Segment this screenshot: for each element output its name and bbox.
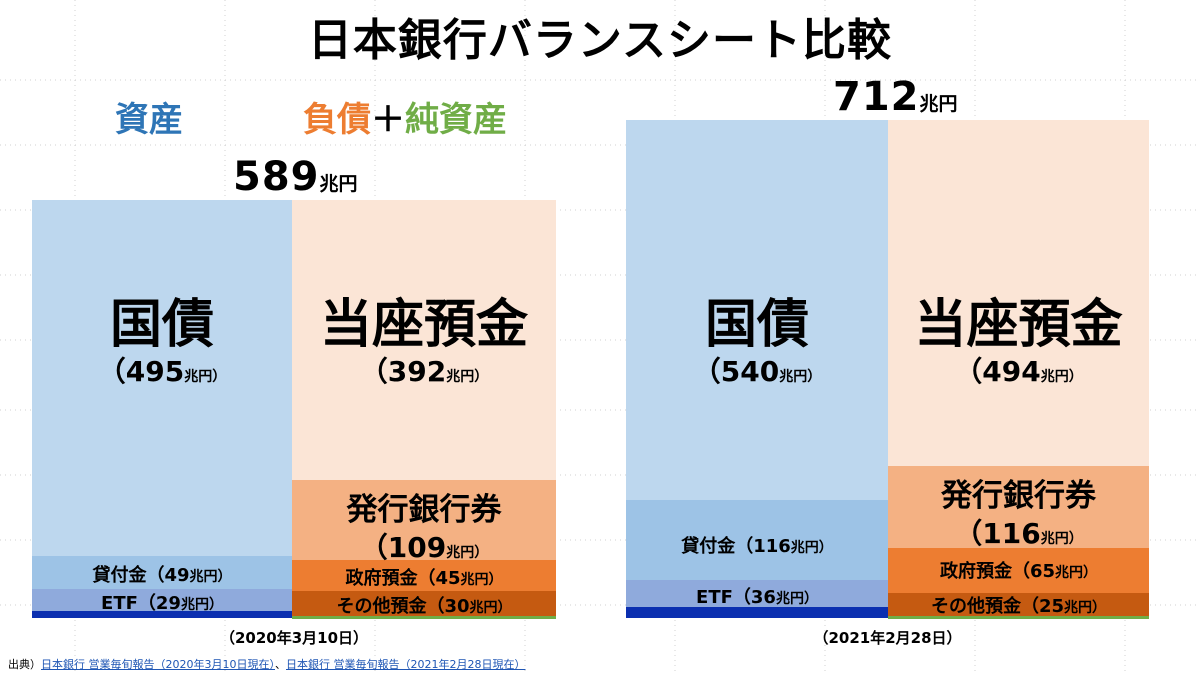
label-jgb-2021: 国債 bbox=[704, 295, 809, 355]
value-number: （495 bbox=[97, 355, 185, 388]
label-unit: 兆円） bbox=[460, 572, 503, 588]
label-current-deposits-2020: 当座預金 bbox=[319, 295, 528, 355]
value-unit: 兆円） bbox=[446, 545, 489, 561]
value-unit: 兆円） bbox=[779, 369, 822, 385]
value-banknotes-2021: （116兆円） bbox=[888, 512, 1149, 552]
bar-other-deposits-2020 bbox=[292, 591, 556, 616]
bar-other-deposits-2021 bbox=[888, 593, 1149, 616]
label-banknotes-2020: 発行銀行券 bbox=[346, 492, 502, 528]
source-link-2021[interactable]: 日本銀行 営業毎旬報告（2021年2月28日現在） bbox=[286, 658, 526, 671]
legend-liabilities-label: 負債 bbox=[303, 100, 371, 140]
legend-plus: ＋ bbox=[371, 100, 405, 140]
value-unit: 兆円） bbox=[1040, 531, 1083, 547]
bar-banknotes-2020 bbox=[292, 480, 556, 560]
source-link-2020[interactable]: 日本銀行 営業毎旬報告（2020年3月10日現在） bbox=[41, 658, 275, 671]
total-value: 589 bbox=[233, 154, 320, 200]
bar-gov-deposits-2021 bbox=[888, 548, 1149, 593]
label-unit: 兆円） bbox=[1064, 600, 1107, 616]
label-jgb-2020: 国債 bbox=[109, 295, 214, 355]
value-banknotes-2020: （109兆円） bbox=[292, 526, 556, 566]
label-other-deposits-2021: その他預金（25兆円） bbox=[888, 592, 1149, 618]
value-unit: 兆円） bbox=[446, 369, 489, 385]
label-loans-2021: 貸付金（116兆円） bbox=[626, 532, 888, 558]
label-loans-2020: 貸付金（49兆円） bbox=[32, 561, 292, 587]
bar-etf-2020 bbox=[32, 589, 292, 611]
legend-net-assets-label: 純資産 bbox=[405, 100, 507, 140]
value-jgb-2021: （540兆円） bbox=[626, 350, 888, 390]
label-text: 政府預金（45 bbox=[345, 568, 461, 589]
label-gov-deposits-2020: 政府預金（45兆円） bbox=[292, 564, 556, 590]
bar-jgb-2021 bbox=[626, 120, 888, 500]
legend-liabilities-net-assets: 負債＋純資産 bbox=[303, 92, 507, 141]
label-current-deposits-2021: 当座預金 bbox=[914, 295, 1123, 355]
label-unit: 兆円） bbox=[775, 591, 818, 607]
source-note: 出典）日本銀行 営業毎旬報告（2020年3月10日現在）、日本銀行 営業毎旬報告… bbox=[8, 656, 526, 672]
bar-net-assets-2021 bbox=[888, 616, 1149, 619]
bar-current-deposits-2020 bbox=[292, 200, 556, 480]
label-etf-2020: ETF（29兆円） bbox=[32, 589, 292, 615]
label-unit: 兆円） bbox=[1055, 565, 1098, 581]
label-unit: 兆円） bbox=[469, 600, 512, 616]
legend-assets-label: 資産 bbox=[115, 100, 183, 140]
date-2020: （2020年3月10日） bbox=[219, 629, 369, 647]
value-unit: 兆円） bbox=[184, 369, 227, 385]
value-unit: 兆円） bbox=[1040, 369, 1083, 385]
label-gov-deposits-2021: 政府預金（65兆円） bbox=[888, 557, 1149, 583]
label-text: その他預金（30 bbox=[336, 596, 470, 617]
label-text: ETF（36 bbox=[696, 587, 776, 608]
value-current-deposits-2020: （392兆円） bbox=[292, 350, 556, 390]
label-other-deposits-2020: その他預金（30兆円） bbox=[292, 592, 556, 618]
bar-net-assets-2020 bbox=[292, 616, 556, 619]
label-etf-2021: ETF（36兆円） bbox=[626, 583, 888, 609]
label-unit: 兆円） bbox=[790, 540, 833, 556]
bar-loans-2021 bbox=[626, 500, 888, 580]
legend-assets: 資産 bbox=[115, 92, 183, 141]
value-number: （392 bbox=[359, 355, 447, 388]
value-number: （540 bbox=[692, 355, 780, 388]
page-title: 日本銀行バランスシート比較 bbox=[307, 15, 893, 66]
value-jgb-2020: （495兆円） bbox=[32, 350, 292, 390]
label-text: 貸付金（116 bbox=[681, 536, 791, 557]
source-separator: 、 bbox=[275, 658, 286, 671]
value-number: （109 bbox=[359, 531, 447, 564]
bar-asset-other-2020 bbox=[32, 611, 292, 618]
total-value: 712 bbox=[833, 74, 920, 120]
bar-jgb-2020 bbox=[32, 200, 292, 556]
label-unit: 兆円） bbox=[180, 597, 223, 613]
bar-banknotes-2021 bbox=[888, 466, 1149, 548]
bar-gov-deposits-2020 bbox=[292, 560, 556, 591]
bar-current-deposits-2021 bbox=[888, 120, 1149, 466]
bar-loans-2020 bbox=[32, 556, 292, 589]
value-current-deposits-2021: （494兆円） bbox=[888, 350, 1149, 390]
total-2021: 712兆円 bbox=[833, 74, 958, 120]
bar-asset-other-2021 bbox=[626, 607, 888, 618]
bar-etf-2021 bbox=[626, 580, 888, 607]
label-text: ETF（29 bbox=[101, 593, 181, 614]
total-unit: 兆円 bbox=[919, 93, 958, 115]
source-prefix: 出典） bbox=[8, 658, 41, 671]
label-text: その他預金（25 bbox=[930, 596, 1065, 617]
value-number: （116 bbox=[954, 517, 1041, 550]
total-2020: 589兆円 bbox=[233, 154, 358, 200]
label-text: 貸付金（49 bbox=[92, 565, 190, 586]
label-banknotes-2021: 発行銀行券 bbox=[941, 478, 1096, 514]
value-number: （494 bbox=[954, 355, 1041, 388]
date-2021: （2021年2月28日） bbox=[813, 629, 962, 647]
label-text: 政府預金（65 bbox=[939, 561, 1056, 582]
total-unit: 兆円 bbox=[319, 173, 358, 195]
label-unit: 兆円） bbox=[189, 569, 232, 585]
